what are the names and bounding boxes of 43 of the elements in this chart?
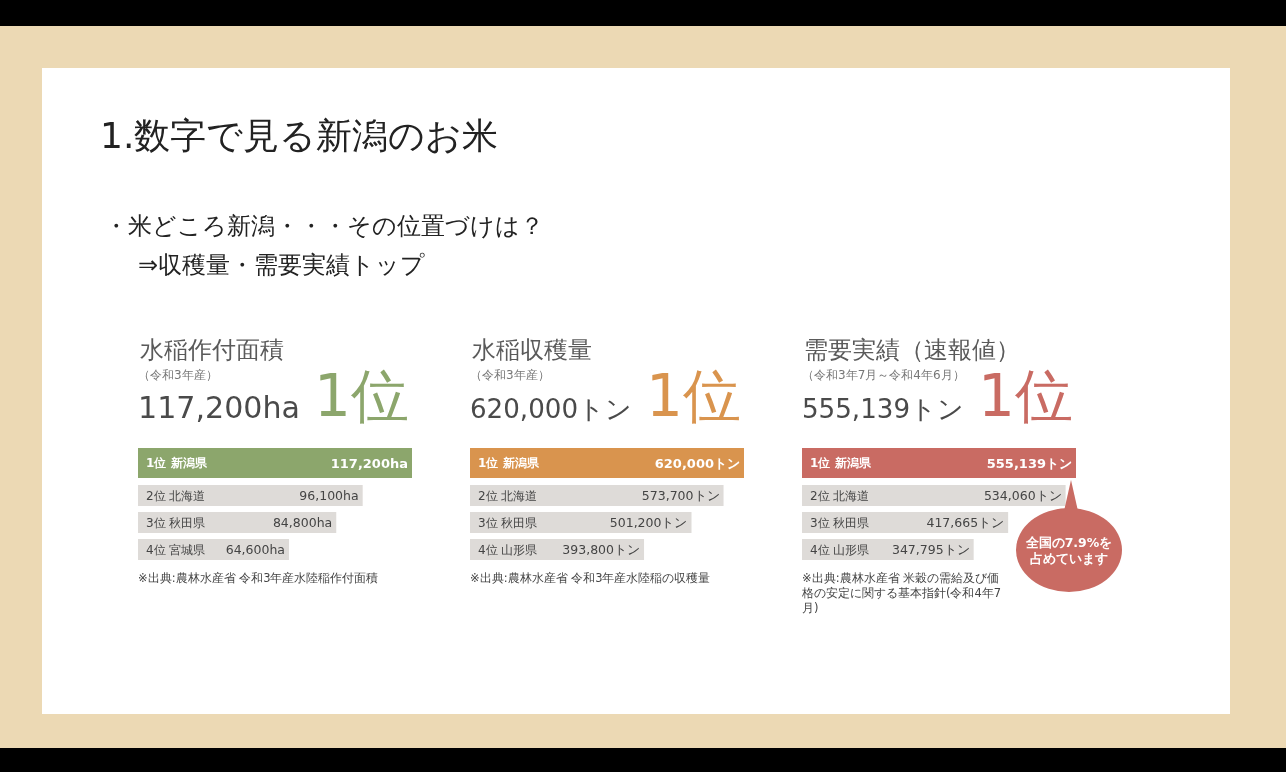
chart-subtitle: （令和3年産） (138, 368, 218, 382)
text: 620,000トン (470, 394, 633, 424)
y-tick-label: 2位 北海道 (146, 488, 206, 503)
data-label: 501,200トン (609, 515, 688, 530)
data-label: 117,200ha (330, 455, 408, 471)
data-label: 573,700トン (641, 488, 720, 503)
y-tick-label: 1位 新潟県 (810, 456, 872, 470)
chart-title: 需要実績（速報値） (804, 336, 1020, 364)
text: 1.数字で見る新潟のお米 (100, 115, 499, 156)
y-tick-label: 4位 山形県 (810, 542, 870, 557)
data-label: 393,800トン (562, 542, 641, 557)
chart-title: 水稲収穫量 (472, 336, 592, 364)
data-label: 620,000トン (654, 455, 740, 471)
y-tick-label: 4位 宮城県 (146, 542, 206, 557)
text: ※出典:農林水産省 令和3年産水陸稲の収穫量 (470, 571, 711, 585)
y-tick-label: 3位 秋田県 (146, 515, 206, 530)
text: 1位 (978, 362, 1073, 430)
data-label: 64,600ha (225, 542, 286, 557)
text: ⇒収穫量・需要実績トップ (138, 251, 426, 279)
data-label: 534,060トン (983, 488, 1062, 503)
chart-subtitle: （令和3年7月～令和4年6月） (802, 368, 965, 382)
chart-subtitle: （令和3年産） (470, 368, 550, 382)
y-tick-label: 2位 北海道 (810, 488, 870, 503)
data-label: 96,100ha (299, 488, 359, 503)
data-label: 555,139トン (986, 455, 1072, 471)
data-label: 417,665トン (926, 515, 1005, 530)
text: ※出典:農林水産省 米穀の需給及び価格の安定に関する基本指針(令和4年7月) (801, 571, 1002, 615)
annotation: 全国の7.9%を占めています (1024, 535, 1113, 567)
text: ※出典:農林水産省 令和3年産水陸稲作付面積 (138, 571, 379, 585)
y-tick-label: 3位 秋田県 (810, 515, 870, 530)
text: 1位 (314, 362, 409, 430)
data-label: 347,795トン (891, 542, 970, 557)
y-tick-label: 3位 秋田県 (478, 515, 538, 530)
y-tick-label: 2位 北海道 (478, 488, 538, 503)
y-tick-label: 4位 山形県 (478, 542, 538, 557)
y-tick-label: 1位 新潟県 (146, 456, 208, 470)
text: 1位 (646, 362, 741, 430)
data-label: 84,800ha (272, 515, 333, 530)
chart-title: 水稲作付面積 (140, 336, 284, 364)
text: 117,200ha (138, 390, 300, 425)
text: ・米どころ新潟・・・その位置づけは？ (104, 212, 544, 240)
text: 555,139トン (802, 394, 965, 424)
y-tick-label: 1位 新潟県 (478, 456, 540, 470)
